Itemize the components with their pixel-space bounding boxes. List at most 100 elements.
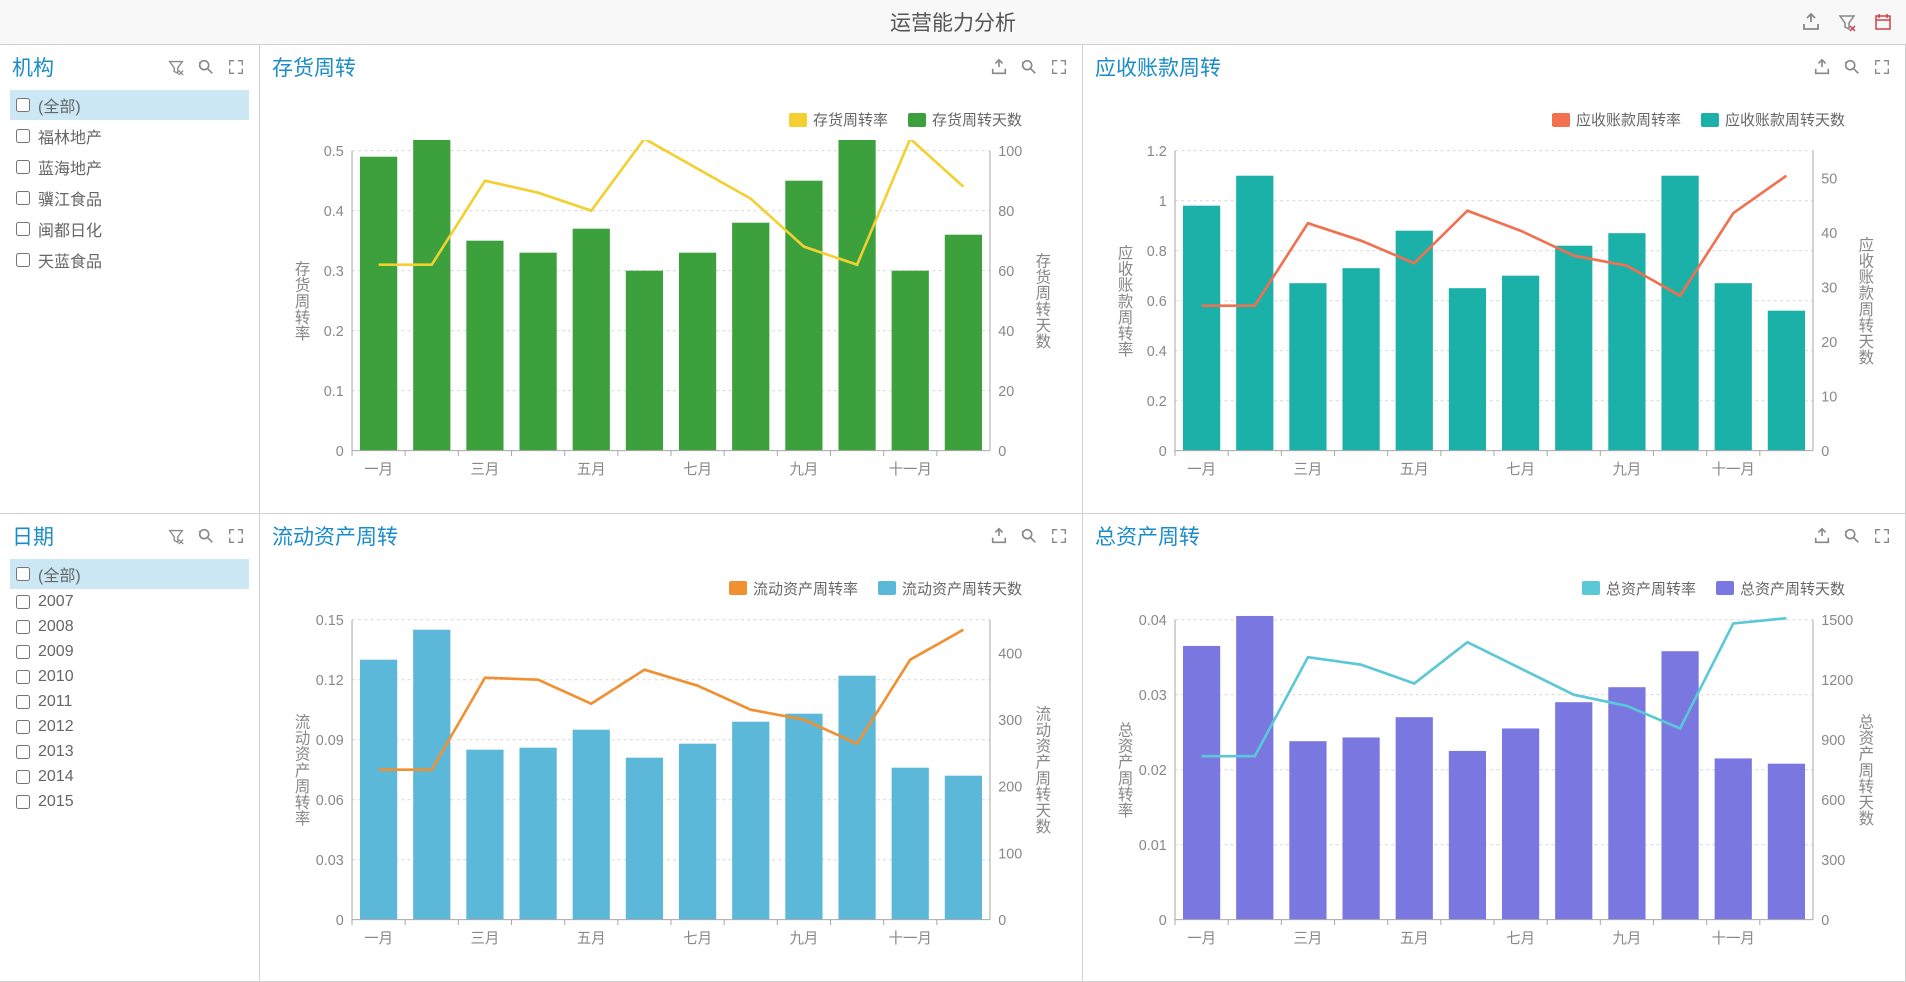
chart-bar[interactable] (1396, 717, 1433, 919)
search-icon[interactable] (1018, 56, 1040, 78)
chart-bar[interactable] (573, 729, 610, 919)
chart-bar[interactable] (1289, 283, 1326, 450)
date-filter-checkbox[interactable] (16, 670, 30, 684)
legend-line-item[interactable]: 流动资产周转率 (729, 578, 858, 599)
org-filter-item[interactable]: 天蓝食品 (10, 245, 249, 275)
date-filter-checkbox[interactable] (16, 695, 30, 709)
chart-bar[interactable] (413, 629, 450, 919)
org-filter-item[interactable]: 蓝海地产 (10, 152, 249, 182)
chart-bar[interactable] (1661, 651, 1698, 919)
date-filter-item[interactable]: 2011 (10, 690, 249, 714)
chart-bar[interactable] (1236, 176, 1273, 451)
chart-bar[interactable] (838, 675, 875, 919)
date-filter-checkbox[interactable] (16, 567, 30, 581)
expand-icon[interactable] (225, 525, 247, 547)
chart-bar[interactable] (519, 253, 556, 451)
search-icon[interactable] (1841, 525, 1863, 547)
date-filter-item[interactable]: 2014 (10, 765, 249, 789)
org-filter-checkbox[interactable] (16, 222, 30, 236)
org-filter-checkbox[interactable] (16, 129, 30, 143)
date-filter-item[interactable]: 2010 (10, 665, 249, 689)
calendar-icon[interactable] (1872, 11, 1894, 33)
chart-bar[interactable] (360, 157, 397, 451)
chart-bar[interactable] (466, 241, 503, 451)
filter-clear-icon[interactable] (1836, 11, 1858, 33)
date-filter-checkbox[interactable] (16, 620, 30, 634)
export-icon[interactable] (1800, 11, 1822, 33)
export-icon[interactable] (988, 525, 1010, 547)
expand-icon[interactable] (1871, 56, 1893, 78)
date-filter-checkbox[interactable] (16, 795, 30, 809)
org-filter-item[interactable]: (全部) (10, 90, 249, 120)
export-icon[interactable] (1811, 525, 1833, 547)
search-icon[interactable] (1841, 56, 1863, 78)
chart-bar[interactable] (1608, 687, 1645, 919)
legend-line-item[interactable]: 总资产周转率 (1582, 578, 1696, 599)
org-filter-item[interactable]: 闽都日化 (10, 214, 249, 244)
chart-bar[interactable] (573, 229, 610, 451)
search-icon[interactable] (195, 56, 217, 78)
chart-bar[interactable] (1768, 763, 1805, 919)
org-filter-item[interactable]: 福林地产 (10, 121, 249, 151)
org-filter-checkbox[interactable] (16, 160, 30, 174)
org-filter-checkbox[interactable] (16, 191, 30, 205)
chart-bar[interactable] (945, 235, 982, 451)
chart-bar[interactable] (892, 767, 929, 919)
chart-bar[interactable] (360, 659, 397, 919)
chart-bar[interactable] (732, 721, 769, 919)
chart-bar[interactable] (1715, 283, 1752, 450)
chart-bar[interactable] (1555, 246, 1592, 451)
chart-bar[interactable] (1715, 758, 1752, 919)
chart-bar[interactable] (1236, 615, 1273, 919)
date-filter-item[interactable]: 2009 (10, 640, 249, 664)
chart-bar[interactable] (945, 775, 982, 919)
date-filter-item[interactable]: 2008 (10, 615, 249, 639)
expand-icon[interactable] (1871, 525, 1893, 547)
date-filter-checkbox[interactable] (16, 770, 30, 784)
chart-bar[interactable] (679, 253, 716, 451)
legend-bar-item[interactable]: 流动资产周转天数 (878, 578, 1022, 599)
chart-bar[interactable] (519, 747, 556, 919)
chart-bar[interactable] (1289, 741, 1326, 919)
export-icon[interactable] (1811, 56, 1833, 78)
date-filter-checkbox[interactable] (16, 595, 30, 609)
date-filter-item[interactable]: 2007 (10, 590, 249, 614)
chart-bar[interactable] (892, 271, 929, 451)
chart-bar[interactable] (785, 181, 822, 451)
chart-bar[interactable] (1502, 728, 1539, 919)
chart-bar[interactable] (626, 271, 663, 451)
org-filter-checkbox[interactable] (16, 98, 30, 112)
legend-bar-item[interactable]: 存货周转天数 (908, 109, 1022, 130)
date-filter-item[interactable]: (全部) (10, 559, 249, 589)
org-filter-checkbox[interactable] (16, 253, 30, 267)
export-icon[interactable] (988, 56, 1010, 78)
legend-bar-item[interactable]: 应收账款周转天数 (1701, 109, 1845, 130)
chart-bar[interactable] (838, 140, 875, 451)
filter-icon[interactable] (165, 56, 187, 78)
chart-bar[interactable] (1183, 645, 1220, 919)
chart-bar[interactable] (1555, 702, 1592, 919)
date-filter-checkbox[interactable] (16, 720, 30, 734)
search-icon[interactable] (1018, 525, 1040, 547)
chart-bar[interactable] (1342, 737, 1379, 919)
org-filter-item[interactable]: 骥江食品 (10, 183, 249, 213)
chart-bar[interactable] (626, 757, 663, 919)
date-filter-item[interactable]: 2015 (10, 790, 249, 814)
date-filter-checkbox[interactable] (16, 745, 30, 759)
filter-icon[interactable] (165, 525, 187, 547)
date-filter-item[interactable]: 2012 (10, 715, 249, 739)
chart-bar[interactable] (732, 223, 769, 451)
date-filter-item[interactable]: 2013 (10, 740, 249, 764)
chart-bar[interactable] (1449, 288, 1486, 450)
legend-line-item[interactable]: 存货周转率 (789, 109, 888, 130)
chart-bar[interactable] (413, 140, 450, 451)
chart-bar[interactable] (1342, 268, 1379, 450)
chart-bar[interactable] (1502, 276, 1539, 451)
date-filter-checkbox[interactable] (16, 645, 30, 659)
expand-icon[interactable] (1048, 56, 1070, 78)
chart-bar[interactable] (1449, 750, 1486, 919)
expand-icon[interactable] (225, 56, 247, 78)
search-icon[interactable] (195, 525, 217, 547)
legend-line-item[interactable]: 应收账款周转率 (1552, 109, 1681, 130)
chart-bar[interactable] (466, 749, 503, 919)
